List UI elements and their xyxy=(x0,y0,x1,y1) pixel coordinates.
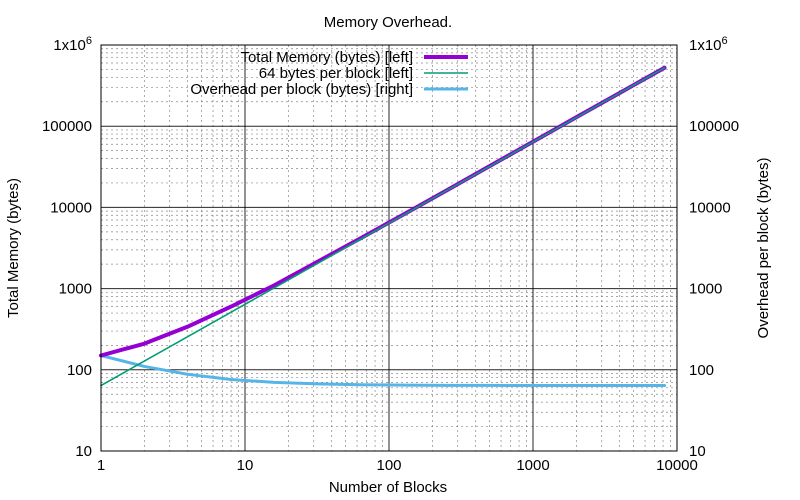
x-tick-label: 100 xyxy=(376,457,401,474)
legend-label: Overhead per block (bytes) [right] xyxy=(190,81,413,98)
y-right-tick-label: 1000 xyxy=(689,281,722,298)
y-left-tick-label: 1000 xyxy=(59,281,92,298)
x-tick-label: 1000 xyxy=(516,457,549,474)
y-right-tick-label: 100 xyxy=(689,362,714,379)
y-left-tick-label: 10 xyxy=(75,443,92,460)
legend-label: Total Memory (bytes) [left] xyxy=(240,49,413,66)
y-right-tick-label: 10 xyxy=(689,443,706,460)
y-left-tick-label: 100 xyxy=(67,362,92,379)
series-group xyxy=(99,65,667,388)
y-right-tick-label: 10000 xyxy=(689,199,731,216)
series-line-2 xyxy=(100,66,666,387)
y-left-tick-label: 100000 xyxy=(42,118,92,135)
y-left-tick-label: 1x106 xyxy=(53,35,92,54)
exponent-superscript: 6 xyxy=(86,35,92,47)
x-tick-label: 10 xyxy=(237,457,254,474)
series-line-1 xyxy=(99,65,667,358)
legend-label: 64 bytes per block [left] xyxy=(259,65,413,82)
y-right-tick-label: 100000 xyxy=(689,118,739,135)
grid xyxy=(100,44,678,452)
x-axis-label: Number of Blocks xyxy=(329,479,447,496)
y-left-tick-label: 10000 xyxy=(50,199,92,216)
exponent-superscript: 6 xyxy=(722,35,728,47)
x-tick-label: 1 xyxy=(97,457,105,474)
chart-title: Memory Overhead. xyxy=(324,14,452,31)
y-axis-left-label: Total Memory (bytes) xyxy=(5,178,22,318)
tick-labels: 1 10 100 1000 10000101001000100001000001x106… xyxy=(42,35,739,474)
y-axis-right-label: Overhead per block (bytes) xyxy=(755,158,772,339)
x-tick-label: 10000 xyxy=(656,457,698,474)
y-right-tick-label: 1x106 xyxy=(689,35,728,54)
plot-frame xyxy=(100,44,678,452)
legend: Total Memory (bytes) [left]64 bytes per … xyxy=(190,49,468,98)
series-line-3 xyxy=(99,354,667,388)
